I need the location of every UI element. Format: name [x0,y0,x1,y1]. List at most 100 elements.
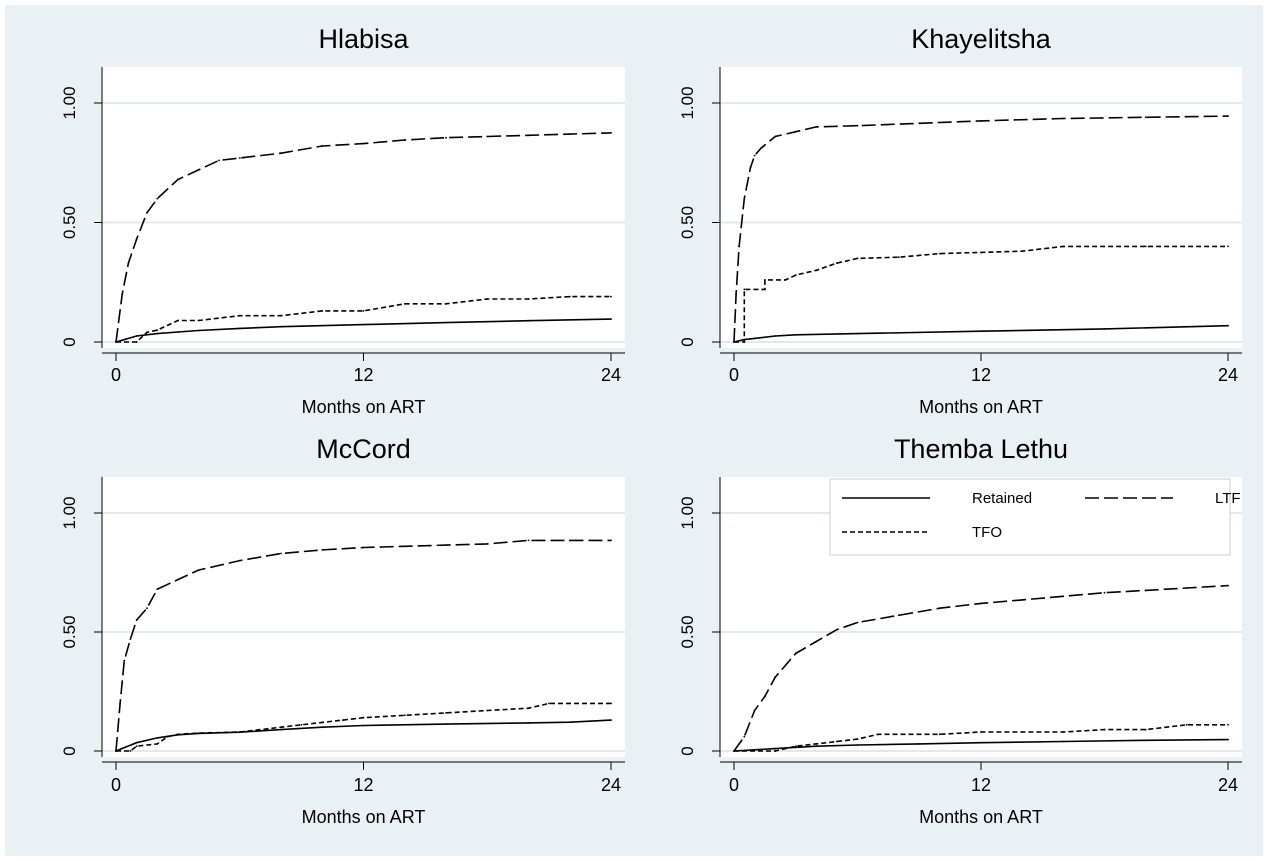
y-tick-label: 0.50 [60,206,79,239]
data-point [166,735,169,738]
data-point [815,640,818,643]
data-point [1062,595,1065,598]
data-point [856,124,859,127]
series-ltf [733,584,1229,752]
data-point [794,745,797,748]
data-point [321,145,324,147]
x-tick-label: 12 [353,775,373,795]
data-point [753,337,756,340]
data-point [774,676,777,679]
data-point [980,731,982,733]
data-point [403,302,406,305]
data-point [733,341,735,343]
data-point [856,257,859,260]
data-point [321,721,324,724]
data-point [156,332,159,335]
data-point [1062,245,1065,248]
data-point [743,197,746,200]
figure-background: Hlabisa 0 0.50 1.00 0 12 24 Months on ART Khayel… [5,5,1263,856]
data-point [280,552,282,555]
data-point [856,332,859,335]
series-tfo [733,723,1229,752]
data-point [877,733,879,736]
x-tick-label: 0 [111,775,121,795]
panel-title: Khayelitsha [911,24,1052,54]
data-point [156,329,159,331]
series-tfo [115,702,612,752]
data-point [980,602,982,605]
y-tick-label: 1.00 [678,496,697,529]
data-point [362,142,365,145]
data-point [135,238,138,241]
data-point [527,722,530,724]
data-point [568,721,571,724]
data-point [135,741,138,744]
y-tick-label: 0 [60,746,79,755]
data-point [362,724,365,727]
y-tick-label: 1.00 [678,86,697,119]
data-point [980,741,982,744]
data-point [980,251,982,254]
data-point [156,737,159,739]
data-point [445,321,447,324]
data-point [774,750,777,752]
data-point [836,628,838,631]
series-retained [733,738,1229,752]
data-point [119,702,121,705]
data-point [980,330,982,333]
data-point [1062,117,1065,120]
x-tick-label: 24 [601,775,621,795]
data-point [445,136,447,139]
data-point [527,134,530,137]
data-point [1185,723,1188,726]
data-point [610,702,612,705]
data-point [759,147,762,150]
data-point [1227,245,1229,248]
series-retained-line [733,738,1229,752]
y-tick-label: 0.50 [678,206,697,239]
data-point [1185,587,1188,589]
data-point [129,750,132,752]
data-point [197,732,200,734]
data-point [938,733,941,736]
data-point [486,543,489,545]
data-point [610,295,612,298]
data-point [238,559,241,562]
panel-hlabisa: Hlabisa 0 0.50 1.00 0 12 24 Months on ART [60,24,625,417]
data-point [135,341,138,343]
data-point [280,728,282,731]
data-point [749,166,752,169]
data-point [321,310,324,312]
data-point [362,546,365,549]
series-tfo [733,245,1229,343]
x-axis-label: Months on ART [919,397,1043,417]
legend-box [829,478,1231,556]
series-tfo-line [734,245,1228,343]
x-tick-label: 0 [111,365,121,385]
panel-themba-lethu: Themba Lethu 0 0.50 1.00 0 12 24 Months on ART R… [678,434,1242,827]
data-point [280,726,282,729]
data-point [177,331,179,333]
data-point [1062,731,1065,733]
data-point [836,740,838,743]
data-point [218,564,221,567]
data-point [897,614,900,617]
data-point [445,723,447,725]
x-tick-label: 12 [971,775,991,795]
data-point [794,333,797,336]
x-tick-label: 24 [1218,775,1238,795]
data-point [177,733,179,736]
data-point [280,325,282,328]
data-point [486,709,489,712]
data-point [753,709,756,712]
data-point [1103,328,1106,330]
data-point [1021,731,1024,733]
x-tick-label: 12 [353,365,373,385]
y-tick-label: 0.50 [678,615,697,648]
data-point [918,122,921,125]
data-point [123,659,126,662]
data-point [836,262,838,264]
data-point [129,638,132,640]
data-point [403,714,406,717]
data-point [115,750,117,752]
